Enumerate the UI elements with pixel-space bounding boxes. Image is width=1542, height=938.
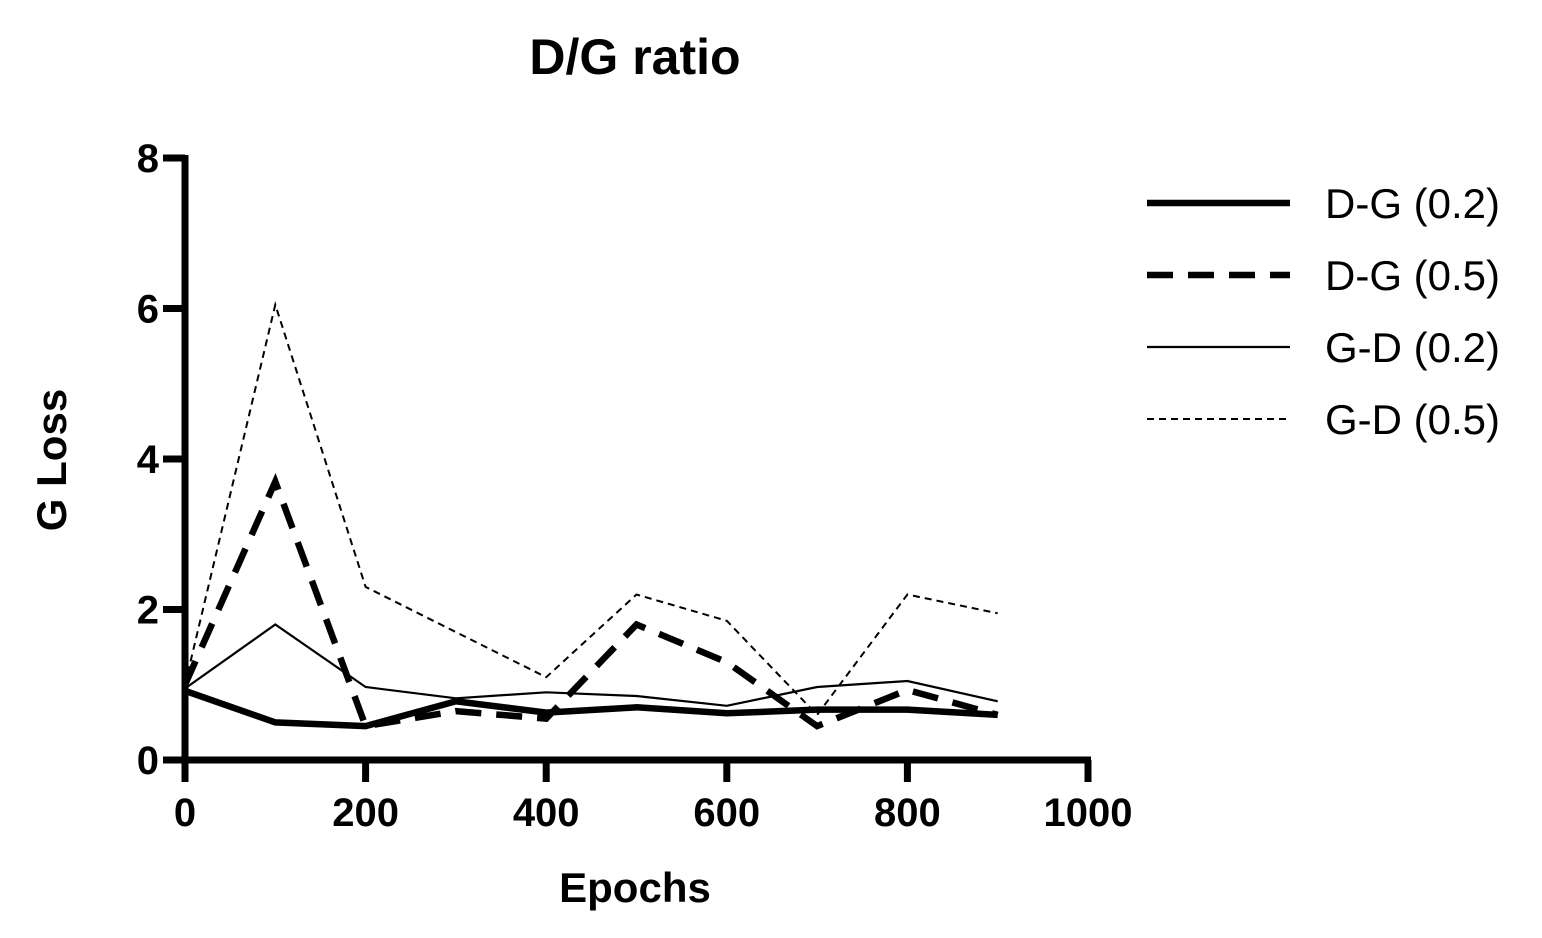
legend-label: G-D (0.5): [1325, 396, 1500, 443]
x-axis-label: Epochs: [559, 864, 711, 911]
legend-label: D-G (0.5): [1325, 252, 1500, 299]
x-tick-label: 0: [174, 791, 196, 835]
chart-title: D/G ratio: [529, 29, 740, 85]
series-line-4: [184, 300, 998, 717]
series-line-1: [183, 687, 998, 730]
y-tick-label: 6: [137, 288, 159, 332]
legend-item: D-G (0.5): [1147, 252, 1500, 299]
legend-item: G-D (0.2): [1147, 324, 1500, 371]
legend-item: D-G (0.2): [1147, 180, 1500, 227]
x-tick-label: 400: [513, 791, 580, 835]
series-line-3: [184, 623, 998, 707]
legend: D-G (0.2) D-G (0.5) G-D (0.2) G-D (0.5): [1147, 180, 1500, 443]
legend-item: G-D (0.5): [1147, 396, 1500, 443]
y-tick-label: 4: [137, 438, 160, 482]
legend-label: G-D (0.2): [1325, 324, 1500, 371]
x-tick-label: 200: [332, 791, 399, 835]
y-tick-label: 8: [137, 137, 159, 181]
y-tick-label: 2: [137, 589, 159, 633]
x-tick-label: 600: [693, 791, 760, 835]
series-line-2: [182, 472, 999, 730]
plot-area: 0 2 4 6 8 0 200 400 600 800 1000: [137, 137, 1133, 835]
y-tick-label: 0: [137, 739, 159, 783]
x-tick-label: 1000: [1044, 791, 1133, 835]
legend-label: D-G (0.2): [1325, 180, 1500, 227]
x-tick-label: 800: [874, 791, 941, 835]
y-axis-label: G Loss: [28, 389, 75, 531]
